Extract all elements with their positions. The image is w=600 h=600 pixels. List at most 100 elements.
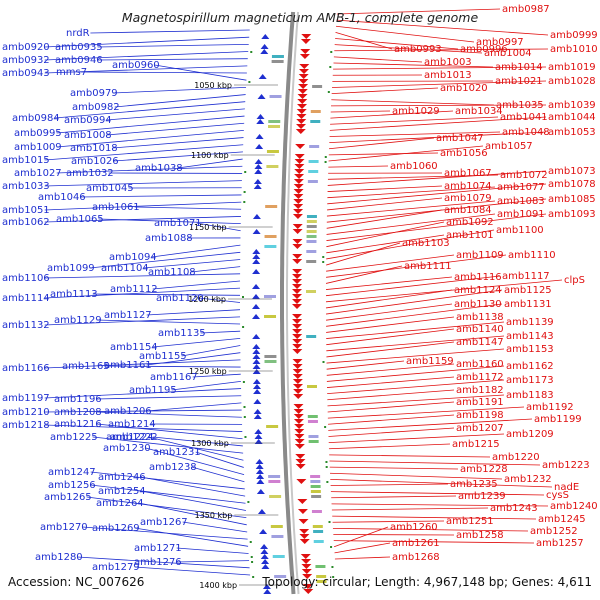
feature-block xyxy=(308,160,319,163)
gene-label-left: amb0935 xyxy=(55,42,103,53)
gene-label-left: amb1009 xyxy=(14,142,62,153)
feature-block xyxy=(271,60,284,63)
gene-arrow-left xyxy=(260,554,269,559)
gene-arrow-right xyxy=(294,164,305,169)
gene-arrow-right xyxy=(292,329,303,334)
callout-lines xyxy=(44,8,563,576)
gene-arrow-right xyxy=(293,409,304,414)
callout-line-right xyxy=(328,145,484,162)
gene-label-right: amb1198 xyxy=(456,410,504,421)
gene-arrow-right xyxy=(298,519,309,524)
gene-label-right: amb1143 xyxy=(506,331,554,342)
gene-arrow-left xyxy=(257,94,266,99)
gene-label-right: amb1159 xyxy=(406,356,454,367)
gene-arrow-left xyxy=(261,564,270,569)
gene-label-left: nrdR xyxy=(66,28,90,39)
gene-tick xyxy=(244,436,247,438)
feature-block xyxy=(306,250,317,253)
callout-line-left xyxy=(182,521,248,533)
callout-line-right xyxy=(329,131,501,137)
gene-arrow-right xyxy=(297,89,308,94)
gene-label-right: amb1085 xyxy=(548,194,596,205)
gene-label-right: amb1014 xyxy=(495,62,543,73)
gene-label-left: amb1254 xyxy=(98,486,146,497)
gene-label-right: amb1057 xyxy=(485,141,533,152)
callout-line-right xyxy=(331,495,457,499)
chromosome-backbone xyxy=(280,11,300,595)
gene-tick xyxy=(330,51,333,53)
gene-label-left: amb1279 xyxy=(92,562,140,573)
gene-arrow-left xyxy=(252,249,261,254)
gene-arrow-right xyxy=(292,284,303,289)
gene-label-left: amb0960 xyxy=(112,60,160,71)
gene-arrow-left xyxy=(256,489,265,494)
callout-line-right xyxy=(333,56,423,63)
gene-label-left: amb1230 xyxy=(103,443,151,454)
callout-line-left xyxy=(152,280,241,290)
gene-label-left: amb1018 xyxy=(70,143,118,154)
gene-arrow-right xyxy=(295,129,306,134)
callout-line-right xyxy=(336,19,549,36)
gene-tick xyxy=(324,161,327,163)
gene-arrow-right xyxy=(292,254,303,259)
callout-line-right xyxy=(327,401,455,413)
gene-label-left: amb1206 xyxy=(104,406,152,417)
gene-label-left: amb1099 xyxy=(47,263,95,274)
gene-arrow-right xyxy=(292,314,303,319)
scale-mark-label: 1200 kbp xyxy=(188,295,226,304)
feature-block xyxy=(268,125,281,128)
gene-label-left: amb1045 xyxy=(86,183,134,194)
gene-label-right: amb1260 xyxy=(390,522,438,533)
callout-line-right xyxy=(333,66,547,70)
feature-block xyxy=(308,170,319,173)
gene-arrow-right xyxy=(295,464,306,469)
feature-block xyxy=(266,150,279,153)
callout-line-left xyxy=(44,180,242,187)
callout-line-right xyxy=(329,137,435,150)
gene-label-right: amb1013 xyxy=(424,70,472,81)
callout-line-right xyxy=(327,394,505,407)
callout-line-right xyxy=(328,443,451,450)
gene-arrow-right xyxy=(301,569,312,574)
feature-block xyxy=(307,420,318,423)
callout-line-right xyxy=(327,389,455,401)
callout-line-left xyxy=(106,108,245,121)
callout-line-left xyxy=(56,115,245,134)
gene-arrow-right xyxy=(293,184,304,189)
callout-line-right xyxy=(333,526,389,548)
feature-block xyxy=(271,55,284,58)
gene-arrow-right xyxy=(299,64,310,69)
gene-label-right: amb0999 xyxy=(550,30,598,41)
gene-arrow-right xyxy=(302,574,313,579)
gene-arrow-left xyxy=(254,434,263,439)
callout-line-left xyxy=(44,287,241,299)
gene-label-right: amb1240 xyxy=(550,501,598,512)
callout-line-left xyxy=(44,201,242,211)
callout-line-right xyxy=(326,234,445,254)
gene-arrow-left xyxy=(252,364,261,369)
gene-arrow-left xyxy=(255,134,264,139)
callout-line-left xyxy=(44,216,241,223)
gene-label-right: amb1153 xyxy=(506,344,554,355)
gene-arrow-right xyxy=(292,229,303,234)
callout-line-left xyxy=(140,476,246,497)
callout-line-right xyxy=(326,363,455,376)
gene-arrow-left xyxy=(253,389,262,394)
gene-arrow-right xyxy=(297,509,308,514)
gene-label-right: amb1130 xyxy=(454,299,502,310)
gene-label-right: amb1067 xyxy=(444,168,492,179)
gene-label-right: amb1083 xyxy=(497,196,545,207)
feature-block xyxy=(264,235,277,238)
gene-arrow-left xyxy=(252,254,261,259)
gene-label-left: amb0984 xyxy=(12,113,60,124)
gene-arrow-right xyxy=(295,459,306,464)
callout-line-left xyxy=(154,64,247,81)
callout-line-right xyxy=(326,328,455,346)
callout-line-right xyxy=(326,303,453,321)
gene-label-right: amb1223 xyxy=(542,460,590,471)
gene-arrow-left xyxy=(254,164,263,169)
gene-arrow-left xyxy=(256,114,265,119)
gene-label-right: amb1138 xyxy=(456,312,504,323)
callout-line-left xyxy=(44,65,248,74)
callout-line-left xyxy=(181,345,241,357)
